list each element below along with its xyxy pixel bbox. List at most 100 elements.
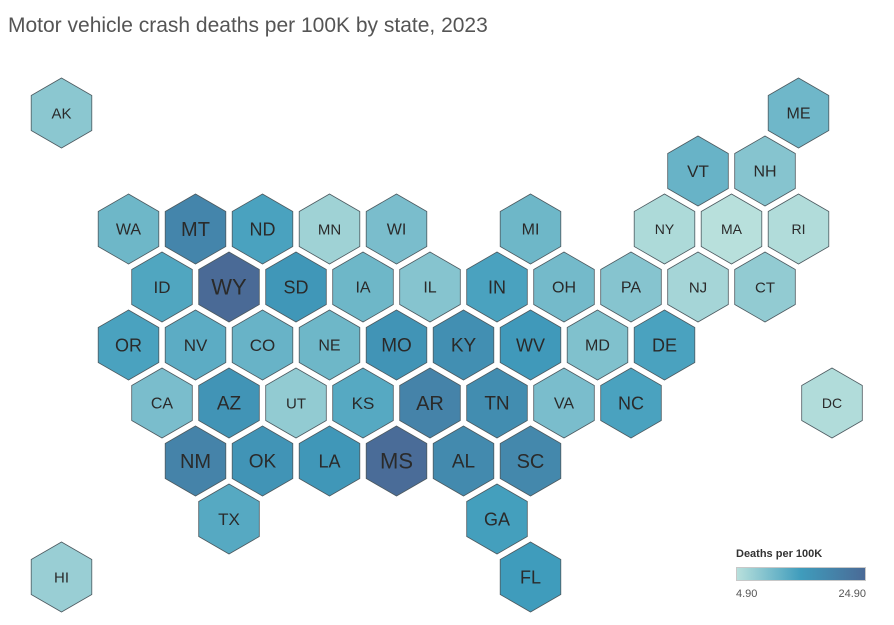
state-hex-nc[interactable]: NC (600, 367, 662, 439)
state-hex-ut[interactable]: UT (265, 367, 327, 439)
state-hex-shape[interactable] (801, 367, 863, 439)
state-hex-shape[interactable] (30, 77, 93, 149)
state-hex-dc[interactable]: DC (801, 367, 863, 439)
state-hex-shape[interactable] (365, 193, 428, 265)
state-hex-shape[interactable] (399, 251, 461, 323)
state-hex-shape[interactable] (533, 367, 595, 439)
state-hex-shape[interactable] (198, 483, 260, 555)
state-hex-mt[interactable]: MT (164, 193, 227, 265)
state-hex-ct[interactable]: CT (734, 251, 796, 323)
state-hex-shape[interactable] (298, 425, 361, 497)
state-hex-nh[interactable]: NH (734, 135, 796, 207)
state-hex-mo[interactable]: MO (365, 309, 428, 381)
state-hex-ks[interactable]: KS (332, 367, 394, 439)
state-hex-oh[interactable]: OH (533, 251, 595, 323)
state-hex-shape[interactable] (97, 193, 160, 265)
state-hex-shape[interactable] (30, 541, 93, 613)
state-hex-fl[interactable]: FL (499, 541, 562, 613)
state-hex-az[interactable]: AZ (198, 367, 260, 439)
state-hex-tn[interactable]: TN (466, 367, 528, 439)
state-hex-vt[interactable]: VT (667, 135, 729, 207)
state-hex-shape[interactable] (231, 425, 294, 497)
state-hex-me[interactable]: ME (767, 77, 830, 149)
state-hex-il[interactable]: IL (399, 251, 461, 323)
state-hex-sd[interactable]: SD (265, 251, 327, 323)
state-hex-shape[interactable] (298, 309, 361, 381)
state-hex-wy[interactable]: WY (198, 251, 260, 323)
state-hex-shape[interactable] (533, 251, 595, 323)
state-hex-shape[interactable] (432, 425, 495, 497)
state-hex-shape[interactable] (332, 367, 394, 439)
state-hex-id[interactable]: ID (131, 251, 193, 323)
state-hex-ky[interactable]: KY (432, 309, 495, 381)
state-hex-ak[interactable]: AK (30, 77, 93, 149)
state-hex-shape[interactable] (633, 193, 696, 265)
state-hex-or[interactable]: OR (97, 309, 160, 381)
state-hex-ny[interactable]: NY (633, 193, 696, 265)
state-hex-ar[interactable]: AR (399, 367, 461, 439)
state-hex-shape[interactable] (265, 251, 327, 323)
state-hex-ne[interactable]: NE (298, 309, 361, 381)
state-hex-ia[interactable]: IA (332, 251, 394, 323)
state-hex-shape[interactable] (734, 135, 796, 207)
state-hex-shape[interactable] (198, 251, 260, 323)
state-hex-ri[interactable]: RI (767, 193, 830, 265)
state-hex-pa[interactable]: PA (600, 251, 662, 323)
state-hex-shape[interactable] (164, 425, 227, 497)
state-hex-shape[interactable] (97, 309, 160, 381)
state-hex-shape[interactable] (466, 251, 528, 323)
state-hex-nd[interactable]: ND (231, 193, 294, 265)
state-hex-shape[interactable] (767, 193, 830, 265)
state-hex-va[interactable]: VA (533, 367, 595, 439)
state-hex-shape[interactable] (265, 367, 327, 439)
state-hex-de[interactable]: DE (633, 309, 696, 381)
state-hex-shape[interactable] (499, 541, 562, 613)
state-hex-shape[interactable] (667, 135, 729, 207)
state-hex-shape[interactable] (499, 193, 562, 265)
state-hex-ma[interactable]: MA (700, 193, 763, 265)
state-hex-mi[interactable]: MI (499, 193, 562, 265)
state-hex-shape[interactable] (600, 251, 662, 323)
state-hex-la[interactable]: LA (298, 425, 361, 497)
state-hex-wi[interactable]: WI (365, 193, 428, 265)
state-hex-ok[interactable]: OK (231, 425, 294, 497)
state-hex-shape[interactable] (231, 309, 294, 381)
state-hex-shape[interactable] (131, 367, 193, 439)
state-hex-shape[interactable] (466, 367, 528, 439)
state-hex-sc[interactable]: SC (499, 425, 562, 497)
state-hex-ga[interactable]: GA (466, 483, 528, 555)
state-hex-hi[interactable]: HI (30, 541, 93, 613)
state-hex-wv[interactable]: WV (499, 309, 562, 381)
state-hex-shape[interactable] (700, 193, 763, 265)
state-hex-shape[interactable] (499, 425, 562, 497)
state-hex-shape[interactable] (131, 251, 193, 323)
state-hex-shape[interactable] (734, 251, 796, 323)
state-hex-al[interactable]: AL (432, 425, 495, 497)
state-hex-shape[interactable] (399, 367, 461, 439)
state-hex-shape[interactable] (231, 193, 294, 265)
state-hex-shape[interactable] (198, 367, 260, 439)
state-hex-shape[interactable] (667, 251, 729, 323)
state-hex-nm[interactable]: NM (164, 425, 227, 497)
state-hex-shape[interactable] (466, 483, 528, 555)
state-hex-wa[interactable]: WA (97, 193, 160, 265)
state-hex-shape[interactable] (164, 309, 227, 381)
state-hex-shape[interactable] (164, 193, 227, 265)
state-hex-shape[interactable] (432, 309, 495, 381)
state-hex-shape[interactable] (600, 367, 662, 439)
state-hex-shape[interactable] (365, 425, 428, 497)
state-hex-ca[interactable]: CA (131, 367, 193, 439)
state-hex-shape[interactable] (767, 77, 830, 149)
state-hex-in[interactable]: IN (466, 251, 528, 323)
state-hex-co[interactable]: CO (231, 309, 294, 381)
state-hex-md[interactable]: MD (566, 309, 629, 381)
state-hex-shape[interactable] (499, 309, 562, 381)
state-hex-shape[interactable] (633, 309, 696, 381)
state-hex-nj[interactable]: NJ (667, 251, 729, 323)
state-hex-shape[interactable] (298, 193, 361, 265)
state-hex-mn[interactable]: MN (298, 193, 361, 265)
state-hex-nv[interactable]: NV (164, 309, 227, 381)
state-hex-tx[interactable]: TX (198, 483, 260, 555)
state-hex-shape[interactable] (365, 309, 428, 381)
state-hex-shape[interactable] (332, 251, 394, 323)
